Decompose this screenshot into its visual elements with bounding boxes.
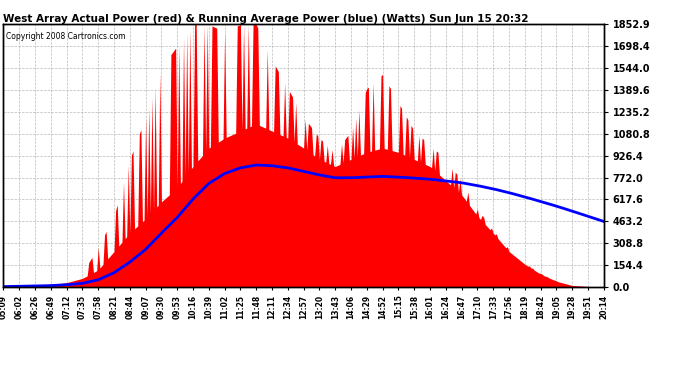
Text: Copyright 2008 Cartronics.com: Copyright 2008 Cartronics.com [6,32,126,41]
Text: West Array Actual Power (red) & Running Average Power (blue) (Watts) Sun Jun 15 : West Array Actual Power (red) & Running … [3,13,529,24]
